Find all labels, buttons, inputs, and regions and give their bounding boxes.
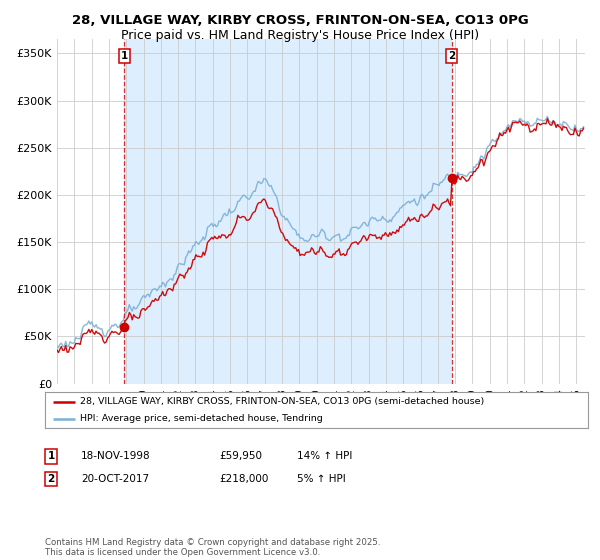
Text: 20-OCT-2017: 20-OCT-2017 [81, 474, 149, 484]
Text: £218,000: £218,000 [219, 474, 268, 484]
Text: 14% ↑ HPI: 14% ↑ HPI [297, 451, 352, 461]
Text: 28, VILLAGE WAY, KIRBY CROSS, FRINTON-ON-SEA, CO13 0PG (semi-detached house): 28, VILLAGE WAY, KIRBY CROSS, FRINTON-ON… [80, 398, 485, 407]
Text: £59,950: £59,950 [219, 451, 262, 461]
Text: 1: 1 [47, 451, 55, 461]
Text: 1: 1 [121, 52, 128, 61]
Text: HPI: Average price, semi-detached house, Tendring: HPI: Average price, semi-detached house,… [80, 414, 323, 423]
Text: Contains HM Land Registry data © Crown copyright and database right 2025.
This d: Contains HM Land Registry data © Crown c… [45, 538, 380, 557]
Bar [124, 39, 452, 384]
Text: 5% ↑ HPI: 5% ↑ HPI [297, 474, 346, 484]
Text: 18-NOV-1998: 18-NOV-1998 [81, 451, 151, 461]
Text: Price paid vs. HM Land Registry's House Price Index (HPI): Price paid vs. HM Land Registry's House … [121, 29, 479, 42]
Text: 2: 2 [448, 52, 455, 61]
Text: 28, VILLAGE WAY, KIRBY CROSS, FRINTON-ON-SEA, CO13 0PG: 28, VILLAGE WAY, KIRBY CROSS, FRINTON-ON… [71, 14, 529, 27]
Text: 2: 2 [47, 474, 55, 484]
